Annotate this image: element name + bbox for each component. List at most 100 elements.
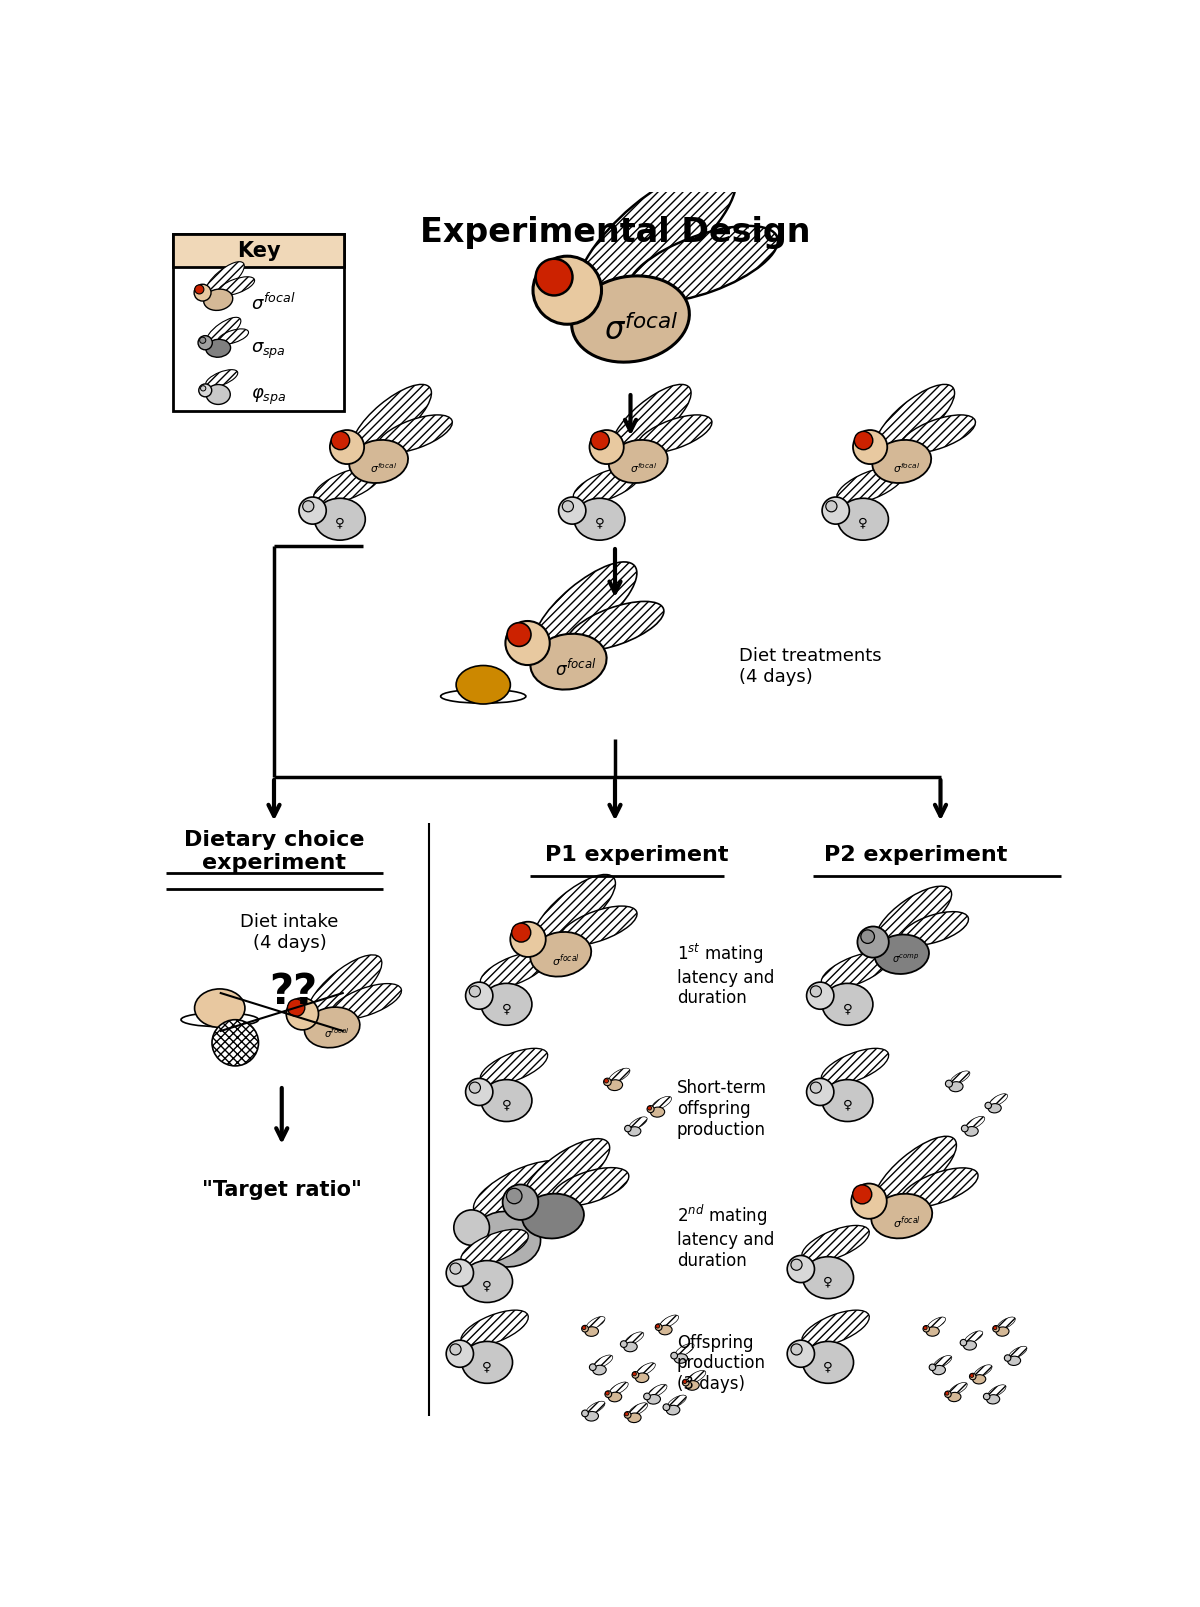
Text: $\sigma^{focal}$: $\sigma^{focal}$	[630, 461, 658, 474]
Ellipse shape	[994, 1326, 997, 1331]
Ellipse shape	[574, 468, 641, 505]
Text: 2$^{nd}$ mating
latency and
duration: 2$^{nd}$ mating latency and duration	[677, 1202, 774, 1270]
Ellipse shape	[474, 1160, 570, 1218]
Ellipse shape	[461, 1310, 528, 1347]
Ellipse shape	[652, 1096, 672, 1110]
Ellipse shape	[522, 1194, 584, 1239]
Text: ♀: ♀	[482, 1360, 492, 1372]
Ellipse shape	[586, 1327, 599, 1337]
Ellipse shape	[462, 1261, 512, 1303]
Ellipse shape	[462, 1342, 512, 1384]
Ellipse shape	[200, 386, 206, 392]
Ellipse shape	[625, 1125, 631, 1131]
Ellipse shape	[377, 416, 452, 453]
Ellipse shape	[205, 262, 245, 297]
Ellipse shape	[533, 874, 616, 947]
Text: "Target ratio": "Target ratio"	[202, 1180, 361, 1199]
Ellipse shape	[589, 1364, 596, 1371]
Text: $\sigma^{focal}$: $\sigma^{focal}$	[554, 659, 596, 680]
Text: ♀: ♀	[482, 1278, 492, 1292]
Ellipse shape	[571, 276, 689, 363]
Ellipse shape	[992, 1326, 1000, 1332]
Ellipse shape	[973, 1376, 985, 1384]
Ellipse shape	[974, 1364, 992, 1377]
Ellipse shape	[481, 1080, 532, 1122]
Text: Dietary choice
experiment: Dietary choice experiment	[184, 829, 365, 873]
Ellipse shape	[948, 1393, 961, 1401]
Ellipse shape	[667, 1395, 686, 1408]
Ellipse shape	[450, 1263, 461, 1274]
Ellipse shape	[946, 1080, 953, 1088]
Ellipse shape	[582, 1326, 586, 1331]
Ellipse shape	[605, 1392, 610, 1395]
Ellipse shape	[446, 1340, 474, 1368]
Text: Short-term
offspring
production: Short-term offspring production	[677, 1078, 767, 1138]
Ellipse shape	[206, 318, 241, 344]
Ellipse shape	[566, 603, 664, 651]
Ellipse shape	[473, 1212, 540, 1268]
Ellipse shape	[608, 1069, 630, 1083]
Ellipse shape	[685, 1380, 700, 1390]
Ellipse shape	[1008, 1356, 1021, 1366]
Ellipse shape	[838, 498, 888, 542]
Text: Key: Key	[236, 241, 281, 262]
Ellipse shape	[950, 1072, 970, 1085]
Ellipse shape	[822, 1080, 872, 1122]
Ellipse shape	[577, 166, 736, 304]
Ellipse shape	[511, 924, 530, 942]
Ellipse shape	[871, 1194, 932, 1239]
Text: ♀: ♀	[842, 1098, 852, 1110]
Ellipse shape	[632, 1372, 638, 1379]
Ellipse shape	[836, 468, 904, 505]
Text: ♀: ♀	[823, 1360, 833, 1372]
Ellipse shape	[655, 1324, 660, 1329]
Ellipse shape	[530, 635, 606, 689]
Text: $\sigma^{focal}$: $\sigma^{focal}$	[894, 461, 920, 474]
Ellipse shape	[989, 1104, 1001, 1114]
Ellipse shape	[469, 987, 480, 998]
Ellipse shape	[612, 386, 691, 455]
Ellipse shape	[607, 1080, 623, 1091]
Ellipse shape	[469, 1083, 480, 1093]
Ellipse shape	[510, 922, 546, 958]
Ellipse shape	[671, 1353, 678, 1360]
Ellipse shape	[503, 1184, 539, 1220]
Ellipse shape	[655, 1324, 662, 1331]
Ellipse shape	[450, 1343, 461, 1355]
Ellipse shape	[900, 913, 968, 947]
Ellipse shape	[637, 416, 712, 453]
Text: $\sigma^{focal}$: $\sigma^{focal}$	[371, 461, 397, 474]
Ellipse shape	[480, 1049, 547, 1085]
Ellipse shape	[593, 1366, 606, 1376]
Ellipse shape	[624, 1342, 637, 1351]
Ellipse shape	[872, 440, 931, 484]
Ellipse shape	[605, 1392, 612, 1398]
Ellipse shape	[625, 1413, 629, 1416]
Ellipse shape	[586, 1411, 599, 1421]
Ellipse shape	[802, 1310, 869, 1347]
Ellipse shape	[217, 278, 254, 296]
Ellipse shape	[608, 440, 667, 484]
Ellipse shape	[926, 1327, 940, 1337]
Ellipse shape	[506, 1189, 522, 1204]
Ellipse shape	[534, 562, 637, 652]
Ellipse shape	[307, 955, 382, 1020]
Ellipse shape	[900, 1168, 978, 1207]
Ellipse shape	[586, 1401, 605, 1414]
Ellipse shape	[791, 1260, 802, 1271]
Text: Diet treatments
(4 days): Diet treatments (4 days)	[739, 646, 882, 686]
Ellipse shape	[287, 998, 318, 1030]
Ellipse shape	[524, 1139, 610, 1204]
Ellipse shape	[988, 1385, 1006, 1398]
Ellipse shape	[636, 1372, 649, 1382]
Ellipse shape	[822, 983, 872, 1025]
Ellipse shape	[821, 953, 889, 990]
Ellipse shape	[960, 1340, 967, 1347]
Ellipse shape	[826, 501, 836, 513]
Text: $\varphi_{spa}$: $\varphi_{spa}$	[251, 387, 286, 407]
Ellipse shape	[629, 1117, 647, 1130]
Ellipse shape	[624, 1411, 631, 1419]
Text: ♀: ♀	[502, 1001, 511, 1014]
Text: ♀: ♀	[823, 1274, 833, 1287]
Ellipse shape	[589, 431, 624, 464]
